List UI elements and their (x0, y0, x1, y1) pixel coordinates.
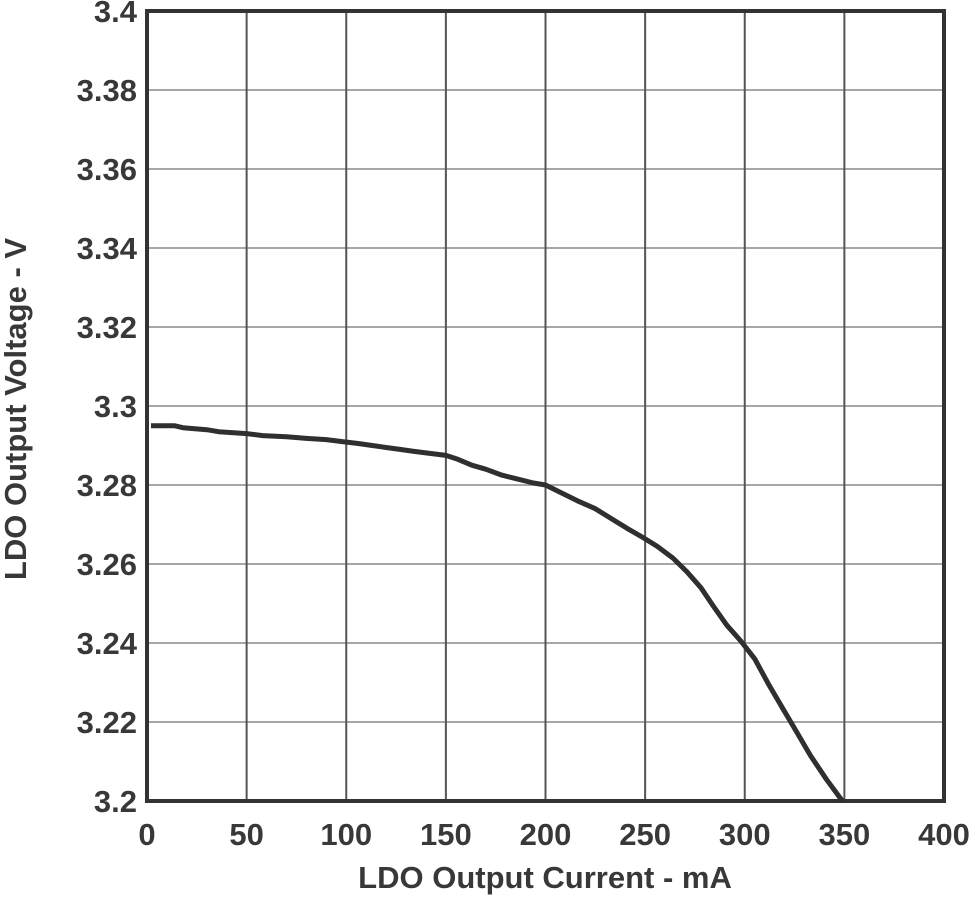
x-tick-label: 400 (918, 817, 969, 852)
x-tick-label: 100 (320, 817, 372, 852)
x-tick-label: 0 (138, 817, 155, 852)
x-tick-label: 350 (819, 817, 871, 852)
y-tick-label: 3.36 (77, 152, 137, 187)
plot-frame (145, 9, 946, 803)
x-axis-title: LDO Output Current - mA (358, 860, 732, 895)
y-tick-label: 3.22 (77, 705, 137, 740)
y-tick-label: 3.26 (77, 547, 137, 582)
y-tick-label: 3.32 (77, 310, 137, 345)
data-curve (151, 423, 845, 803)
tick-layer: 0 50 100 150 200 250 300 350 400 3.2 3.22 3.24 3.26 3… (77, 0, 969, 852)
y-axis-title: LDO Output Voltage - V (0, 238, 33, 580)
x-tick-label: 250 (619, 817, 671, 852)
x-tick-label: 150 (420, 817, 472, 852)
y-tick-label: 3.38 (77, 73, 137, 108)
y-tick-label: 3.4 (94, 0, 138, 29)
y-tick-label: 3.2 (94, 784, 137, 819)
x-tick-label: 300 (719, 817, 771, 852)
y-tick-label: 3.28 (77, 468, 137, 503)
x-tick-label: 200 (520, 817, 572, 852)
y-tick-label: 3.24 (77, 626, 138, 661)
y-tick-label: 3.3 (94, 389, 137, 424)
y-tick-label: 3.34 (77, 231, 138, 266)
grid-layer (147, 11, 944, 801)
x-tick-label: 50 (229, 817, 263, 852)
